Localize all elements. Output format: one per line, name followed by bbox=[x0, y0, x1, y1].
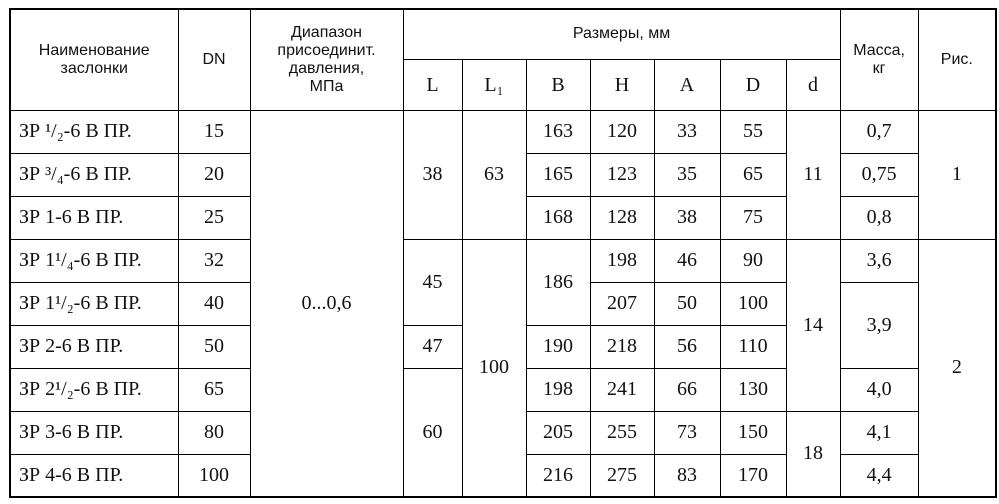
cell: 170 bbox=[719, 453, 787, 498]
cell: 128 bbox=[589, 195, 655, 240]
cell: 63 bbox=[461, 109, 527, 240]
cell: 3,6 bbox=[839, 238, 919, 283]
cell: 0,75 bbox=[839, 152, 919, 197]
row-name: ЗР 3-6 В ПР. bbox=[9, 410, 179, 455]
cell: 198 bbox=[589, 238, 655, 283]
row-name: ЗР 2¹/₂-6 В ПР. bbox=[9, 367, 179, 412]
row-name: ЗР ¹/₂-6 В ПР. bbox=[9, 109, 179, 154]
cell: 165 bbox=[525, 152, 591, 197]
table-row: ЗР 4-6 В ПР. 100 216 275 83 170 4,4 bbox=[9, 453, 996, 498]
cell: 168 bbox=[525, 195, 591, 240]
cell: 75 bbox=[719, 195, 787, 240]
row-name: ЗР 4-6 В ПР. bbox=[9, 453, 179, 498]
row-name: ЗР 1¹/₂-6 В ПР. bbox=[9, 281, 179, 326]
cell: 4,0 bbox=[839, 367, 919, 412]
cell: 100 bbox=[177, 453, 251, 498]
cell: 241 bbox=[589, 367, 655, 412]
cell: 275 bbox=[589, 453, 655, 498]
header-pressure: Диапазон присоединит. давления, МПа bbox=[249, 8, 404, 111]
cell: 150 bbox=[719, 410, 787, 455]
header-dn: DN bbox=[177, 8, 251, 111]
table-row: ЗР 2¹/₂-6 В ПР. 65 60 198 241 66 130 4,0 bbox=[9, 367, 996, 498]
table-row: ЗР 3-6 В ПР. 80 205 255 73 150 18 4,1 bbox=[9, 410, 996, 498]
table-row: ЗР 1¹/₄-6 В ПР. 32 45 100 186 198 46 90 14 3,6 2 bbox=[9, 238, 997, 498]
header-mass: Масса, кг bbox=[839, 8, 919, 111]
cell: 120 bbox=[589, 109, 655, 154]
cell: 207 bbox=[589, 281, 655, 326]
cell: 65 bbox=[719, 152, 787, 197]
cell: 4,4 bbox=[839, 453, 919, 498]
cell: 2 bbox=[917, 238, 997, 498]
cell: 163 bbox=[525, 109, 591, 154]
row-name: ЗР 1¹/₄-6 В ПР. bbox=[9, 238, 179, 283]
cell: 80 bbox=[177, 410, 251, 455]
cell: 40 bbox=[177, 281, 251, 326]
cell: 90 bbox=[719, 238, 787, 283]
cell: 73 bbox=[653, 410, 721, 455]
header-dim: L bbox=[402, 58, 463, 111]
cell: 33 bbox=[653, 109, 721, 154]
cell: 1 bbox=[917, 109, 997, 240]
cell: 47 bbox=[402, 324, 463, 369]
cell: 38 bbox=[402, 109, 463, 240]
cell: 123 bbox=[589, 152, 655, 197]
cell: 55 bbox=[719, 109, 787, 154]
header-name: Наименование заслонки bbox=[9, 8, 179, 111]
table-row: ЗР ¹/₂-6 В ПР. 15 0...0,6 38 63 163 120 33 55 11 0… bbox=[9, 109, 997, 498]
cell: 35 bbox=[653, 152, 721, 197]
header-dim: L₁ bbox=[461, 58, 527, 111]
cell: 45 bbox=[402, 238, 463, 326]
cell: 0,8 bbox=[839, 195, 919, 240]
cell: 25 bbox=[177, 195, 251, 240]
cell: 56 bbox=[653, 324, 721, 369]
cell: 255 bbox=[589, 410, 655, 455]
cell: 32 bbox=[177, 238, 251, 283]
cell: 65 bbox=[177, 367, 251, 412]
header-dimensions: Размеры, мм bbox=[402, 8, 841, 60]
cell: 100 bbox=[461, 238, 527, 498]
cell: 198 bbox=[525, 367, 591, 412]
cell: 4,1 bbox=[839, 410, 919, 455]
cell: 130 bbox=[719, 367, 787, 412]
cell: 216 bbox=[525, 453, 591, 498]
cell: 0...0,6 bbox=[249, 109, 404, 498]
header-dim: B bbox=[525, 58, 591, 111]
header-figure: Рис. bbox=[917, 8, 997, 111]
row-name: ЗР 2-6 В ПР. bbox=[9, 324, 179, 369]
cell: 60 bbox=[402, 367, 463, 498]
table-row: ЗР 1¹/₂-6 В ПР. 40 207 50 100 3,9 bbox=[9, 281, 996, 369]
cell: 38 bbox=[653, 195, 721, 240]
header-dim: A bbox=[653, 58, 721, 111]
cell: 18 bbox=[785, 410, 841, 498]
cell: 110 bbox=[719, 324, 787, 369]
cell: 186 bbox=[525, 238, 591, 326]
spec-table: Наименование заслонки DN Диапазон присое… bbox=[9, 8, 998, 498]
row-name: ЗР ³/₄-6 В ПР. bbox=[9, 152, 179, 197]
cell: 3,9 bbox=[839, 281, 919, 369]
cell: 205 bbox=[525, 410, 591, 455]
cell: 100 bbox=[719, 281, 787, 326]
row-name: ЗР 1-6 В ПР. bbox=[9, 195, 179, 240]
cell: 46 bbox=[653, 238, 721, 283]
table-row: ЗР 1-6 В ПР. 25 168 128 38 75 0,8 bbox=[9, 195, 996, 240]
table-row: ЗР 2-6 В ПР. 50 47 190 218 56 110 bbox=[9, 324, 996, 369]
cell: 83 bbox=[653, 453, 721, 498]
header-dim: H bbox=[589, 58, 655, 111]
cell: 50 bbox=[177, 324, 251, 369]
cell: 0,7 bbox=[839, 109, 919, 154]
cell: 15 bbox=[177, 109, 251, 154]
cell: 190 bbox=[525, 324, 591, 369]
header-dim: d bbox=[785, 58, 841, 111]
cell: 50 bbox=[653, 281, 721, 326]
table-row: ЗР ³/₄-6 В ПР. 20 165 123 35 65 0,75 bbox=[9, 152, 996, 197]
cell: 218 bbox=[589, 324, 655, 369]
cell: 14 bbox=[785, 238, 841, 412]
header-dim: D bbox=[719, 58, 787, 111]
cell: 20 bbox=[177, 152, 251, 197]
cell: 11 bbox=[785, 109, 841, 240]
cell: 66 bbox=[653, 367, 721, 412]
